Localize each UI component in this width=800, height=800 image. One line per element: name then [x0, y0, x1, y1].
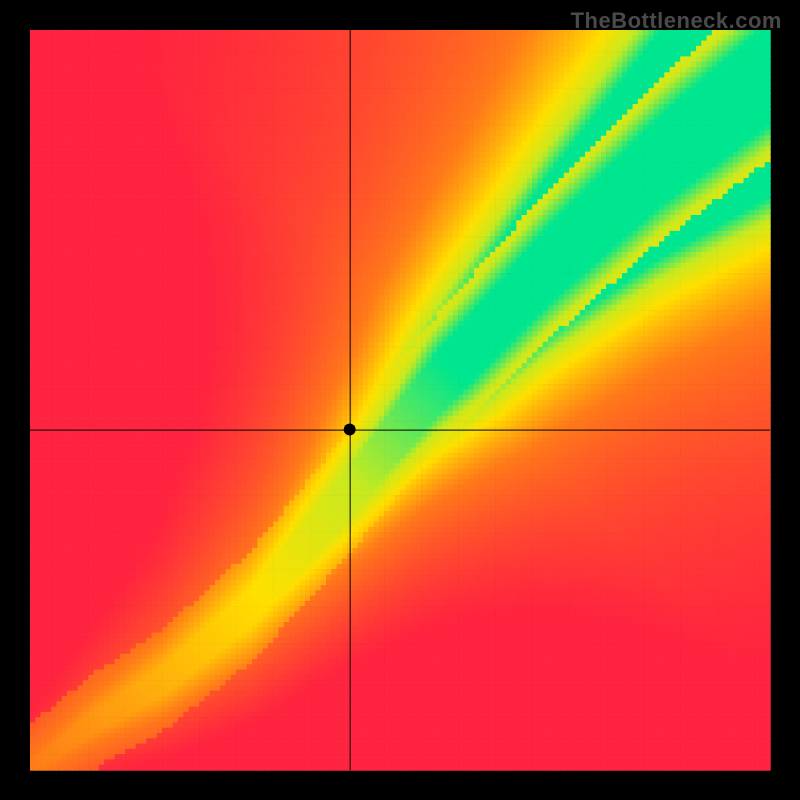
bottleneck-heatmap — [0, 0, 800, 800]
watermark-text: TheBottleneck.com — [571, 8, 782, 34]
chart-container: { "watermark": { "text": "TheBottleneck.… — [0, 0, 800, 800]
